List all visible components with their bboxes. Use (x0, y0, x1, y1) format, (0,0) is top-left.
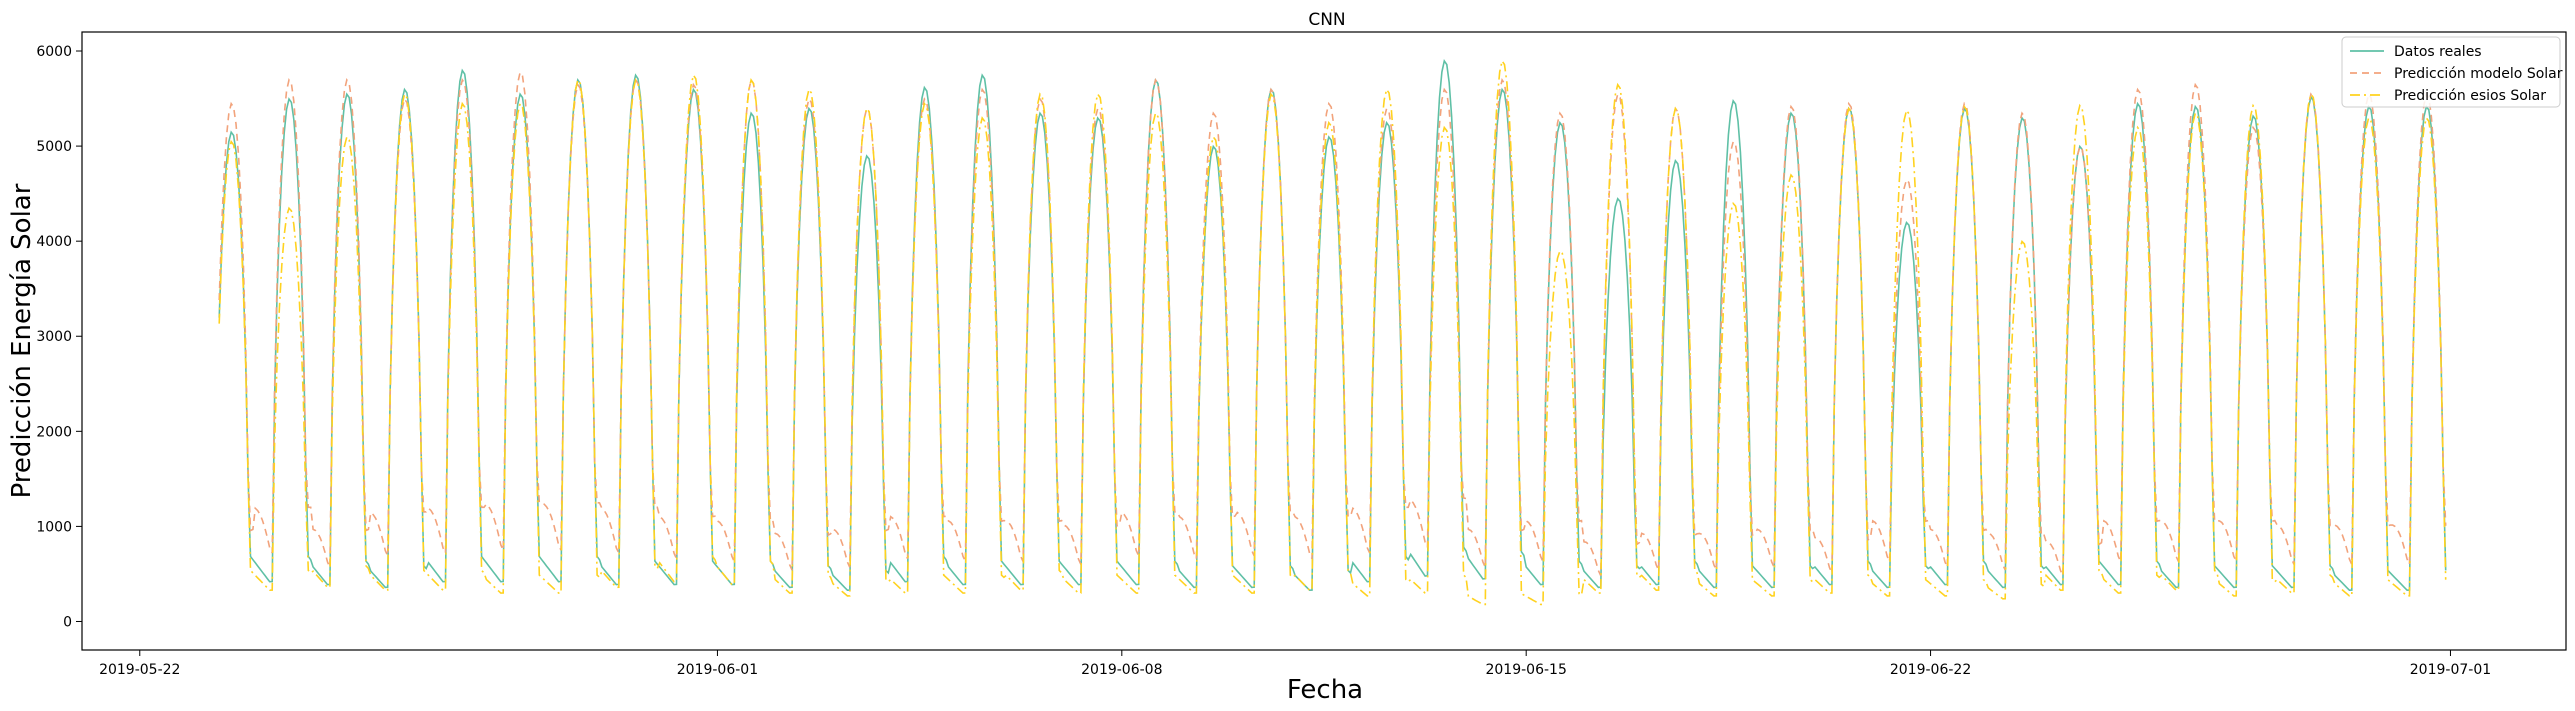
y-tick-label: 6000 (36, 44, 72, 60)
x-axis-title: Fecha (1287, 675, 1363, 705)
x-axis: 2019-05-22 2019-06-01 2019-06-08 2019-06-15… (99, 650, 2491, 678)
series-line-prediccion-esios-solar (218, 58, 2447, 606)
legend-box (2341, 36, 2561, 108)
y-tick-label: 4000 (36, 234, 72, 250)
series-line-datos-reales (218, 59, 2447, 592)
chart-title: CNN (1308, 10, 1345, 30)
y-tick-label: 0 (63, 614, 72, 630)
plot-frame (81, 31, 2567, 651)
x-tick-label: 2019-06-01 (677, 662, 758, 678)
x-tick-label: 2019-07-01 (2410, 662, 2491, 678)
y-tick-label: 1000 (36, 519, 72, 535)
x-tick-label: 2019-06-22 (1890, 662, 1971, 678)
x-tick-label: 2019-06-15 (1485, 662, 1566, 678)
x-tick-label: 2019-06-08 (1081, 662, 1162, 678)
x-tick-label: 2019-05-22 (99, 662, 180, 678)
y-tick-label: 2000 (36, 424, 72, 440)
legend-label-prediccion-esios: Predicción esios Solar (2394, 88, 2546, 104)
series-line-prediccion-modelo-solar (218, 70, 2447, 577)
legend: Datos reales Predicción modelo Solar Pre… (2341, 36, 2563, 108)
legend-label-prediccion-modelo: Predicción modelo Solar (2394, 66, 2563, 82)
y-axis: 0 1000 2000 3000 4000 5000 6000 (36, 44, 82, 630)
series-layer (218, 58, 2447, 606)
y-axis-title: Predicción Energía Solar (7, 183, 37, 498)
y-tick-label: 3000 (36, 329, 72, 345)
plot-area (218, 58, 2447, 606)
y-tick-label: 5000 (36, 139, 72, 155)
legend-label-datos-reales: Datos reales (2394, 44, 2482, 60)
